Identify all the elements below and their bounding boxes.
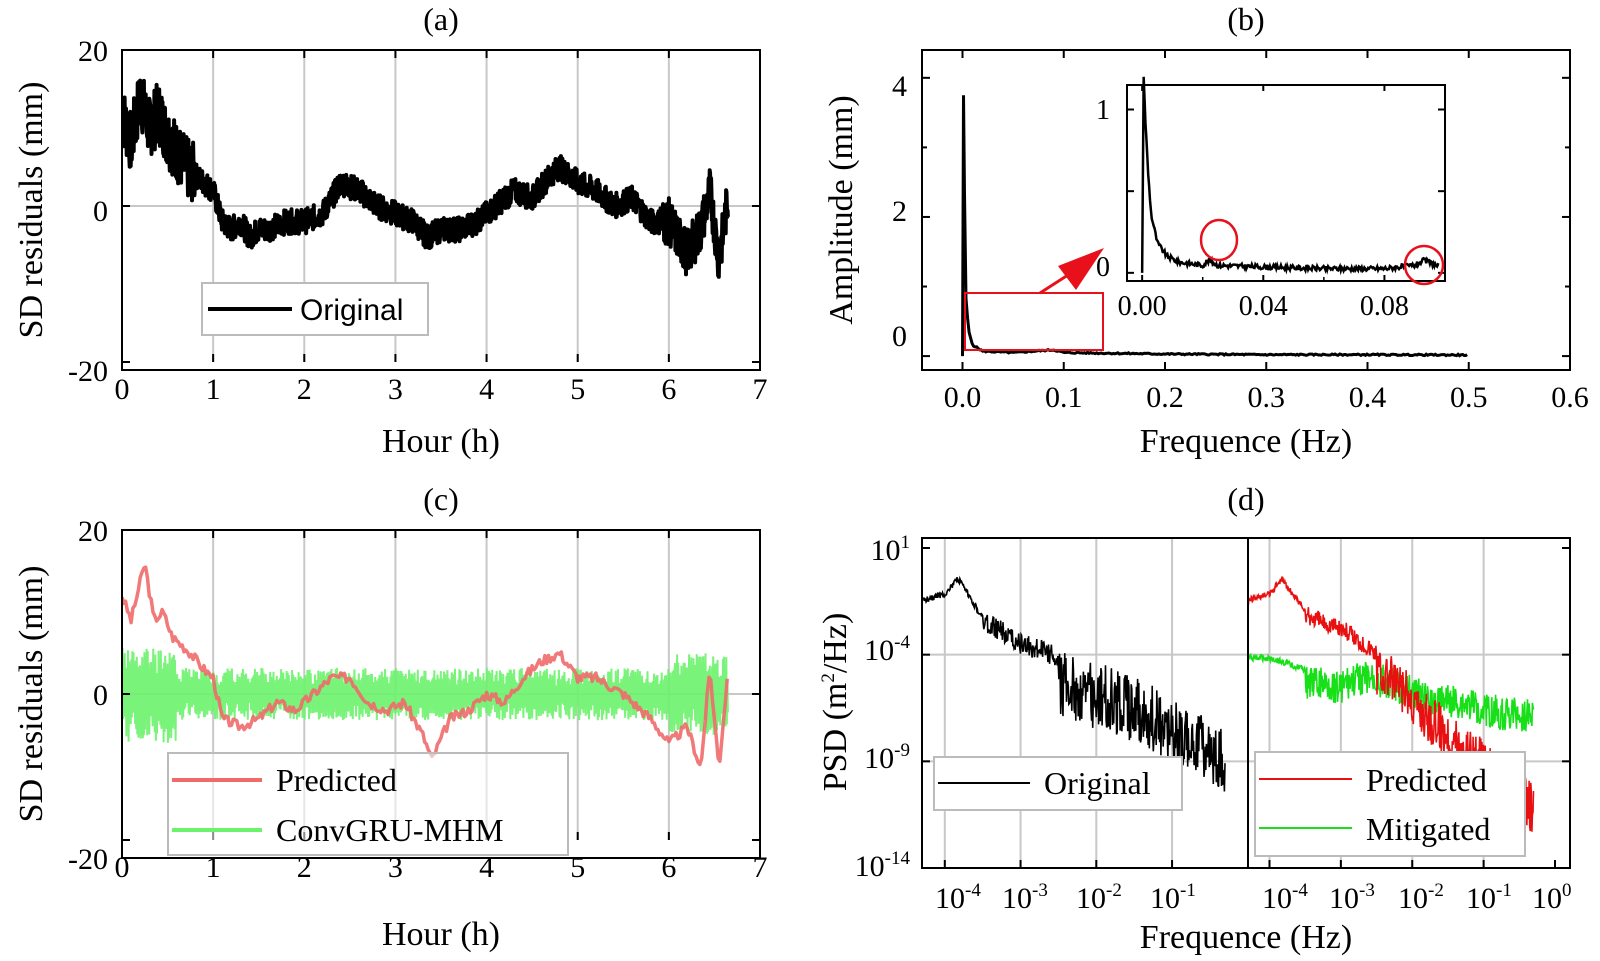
inset-xtick-labels: 0.00 0.04 0.08: [1118, 291, 1409, 322]
panel-c: (c) 20 0 -20 0 1 2 3 4 5 6 7 Hour (h) SD residu…: [13, 481, 768, 953]
inset-x-tick-label: 0.08: [1360, 291, 1409, 322]
legend-label-original-d: Original: [1044, 765, 1151, 801]
panel-d-legend-right: Predicted Mitigated: [1254, 751, 1526, 857]
panel-b-ytick-mid: 2: [892, 195, 907, 228]
x-tick-label: 7: [753, 373, 768, 406]
panel-c-title: (c): [423, 481, 459, 517]
panel-d-original-line: [922, 575, 1226, 792]
panel-c-predicted-line: [122, 565, 729, 767]
x-tick-label: 0.6: [1551, 381, 1589, 414]
x-tick-label: 0: [115, 851, 130, 884]
panel-d-ytick-1: 101: [871, 532, 911, 567]
x-tick-label: 0.2: [1146, 381, 1184, 414]
x-tick-label: 0.1: [1045, 381, 1083, 414]
inset-highlight-circle-1: [1199, 218, 1239, 262]
panel-c-ytick-bottom: -20: [68, 843, 108, 876]
x-tick-label: 6: [661, 373, 676, 406]
panel-d-xlabel: Frequence (Hz): [1140, 919, 1352, 956]
panel-d-right-xtick-3: 10-2: [1398, 880, 1444, 915]
panel-b-ticks: [922, 50, 1571, 370]
panel-d-right-xtick-4: 10-1: [1466, 880, 1512, 915]
panel-b-xtick-labels: 0.0 0.1 0.2 0.3 0.4 0.5 0.6: [944, 381, 1589, 414]
panel-d-ytick-2: 10-4: [864, 632, 910, 667]
panel-d-left-xtick-2: 10-3: [1002, 880, 1048, 915]
panel-b-title: (b): [1227, 1, 1264, 37]
panel-d-left-xtick-4: 10-1: [1150, 880, 1196, 915]
x-tick-label: 3: [388, 373, 403, 406]
panel-b-xlabel: Frequence (Hz): [1140, 423, 1352, 460]
x-tick-label: 1: [206, 851, 221, 884]
panel-a: (a) 20 0 -20 0 1 2 3 4 5 6 7 Hour (h) SD residu…: [13, 1, 768, 460]
legend-label-convgru: ConvGRU-MHM: [276, 812, 504, 848]
zoom-arrow-head: [1058, 248, 1104, 290]
panel-a-ylabel: SD residuals (mm): [13, 82, 50, 339]
inset-x-tick-label: 0.04: [1239, 291, 1288, 322]
panel-a-title: (a): [423, 1, 459, 37]
x-tick-label: 0.4: [1349, 381, 1387, 414]
panel-d-right-xtick-1: 10-4: [1262, 880, 1308, 915]
panel-d-ytick-3: 10-9: [864, 740, 910, 775]
panel-b-ytick-top: 4: [892, 70, 907, 103]
panel-a-xlabel: Hour (h): [382, 423, 500, 460]
panel-a-legend: Original: [201, 282, 429, 336]
panel-a-ytick-top: 20: [78, 35, 108, 68]
panel-d: (d) 101 10-4 10-9 10-14 10-4 10-3 10-2 1…: [817, 481, 1572, 956]
panel-b: (b) 4 2 0 0.0 0.1 0.2 0.3 0.4 0.5 0.6 Frequenc…: [823, 1, 1589, 460]
panel-c-ylabel: SD residuals (mm): [13, 566, 50, 823]
panel-d-left-xtick-1: 10-4: [935, 880, 981, 915]
inset-ytick-bottom: 0: [1096, 252, 1110, 283]
panel-a-original-line: [122, 78, 730, 279]
panel-a-frame: [121, 49, 761, 371]
panel-d-title: (d): [1227, 481, 1264, 517]
x-tick-label: 7: [753, 851, 768, 884]
x-tick-label: 0: [115, 373, 130, 406]
x-tick-label: 4: [479, 851, 494, 884]
x-tick-label: 3: [388, 851, 403, 884]
panel-c-ytick-mid: 0: [93, 679, 108, 712]
panel-a-xtick-labels: 0 1 2 3 4 5 6 7: [115, 373, 768, 406]
legend-label-original: Original: [300, 294, 403, 327]
x-tick-label: 0.0: [944, 381, 982, 414]
panel-d-right-xtick-2: 10-3: [1329, 880, 1375, 915]
legend-label-predicted: Predicted: [276, 762, 397, 798]
panel-b-ytick-bottom: 0: [892, 320, 907, 353]
x-tick-label: 5: [570, 851, 585, 884]
panel-c-xtick-labels: 0 1 2 3 4 5 6 7: [115, 851, 768, 884]
panel-a-ytick-mid: 0: [93, 195, 108, 228]
panel-c-xlabel: Hour (h): [382, 916, 500, 953]
x-tick-label: 1: [206, 373, 221, 406]
panel-b-inset: 1 0 0.00 0.04 0.08: [1096, 76, 1446, 322]
inset-x-tick-label: 0.00: [1118, 291, 1167, 322]
panel-c-legend: Predicted ConvGRU-MHM: [167, 752, 569, 856]
panel-a-ticks: [121, 49, 761, 363]
panel-d-left-xtick-3: 10-2: [1076, 880, 1122, 915]
zoom-region-box: [964, 292, 1104, 351]
inset-ticks: [1127, 85, 1446, 281]
panel-a-ytick-bottom: -20: [68, 355, 108, 388]
panel-b-ylabel: Amplitude (mm): [823, 95, 860, 324]
x-tick-label: 6: [661, 851, 676, 884]
x-tick-label: 4: [479, 373, 494, 406]
legend-label-predicted-d: Predicted: [1366, 762, 1487, 798]
panel-c-ytick-top: 20: [78, 515, 108, 548]
inset-ytick-top: 1: [1096, 95, 1110, 126]
panel-c-convgru-line: [122, 648, 729, 743]
legend-label-mitigated-d: Mitigated: [1366, 811, 1490, 847]
x-tick-label: 0.3: [1248, 381, 1286, 414]
panel-d-ytick-4: 10-14: [855, 848, 911, 883]
panel-d-ticks: [922, 547, 1570, 869]
x-tick-label: 2: [297, 373, 312, 406]
panel-b-frame: [921, 49, 1571, 371]
panel-d-ylabel: PSD (m2/Hz): [817, 613, 854, 792]
x-tick-label: 2: [297, 851, 312, 884]
inset-spectrum-line: [1140, 76, 1440, 276]
x-tick-label: 0.5: [1450, 381, 1488, 414]
x-tick-label: 5: [570, 373, 585, 406]
panel-d-right-xtick-5: 100: [1532, 880, 1572, 915]
panel-d-legend-left: Original: [933, 756, 1183, 811]
inset-highlight-circle-2: [1403, 244, 1445, 286]
panel-d-frame: [921, 537, 1571, 869]
